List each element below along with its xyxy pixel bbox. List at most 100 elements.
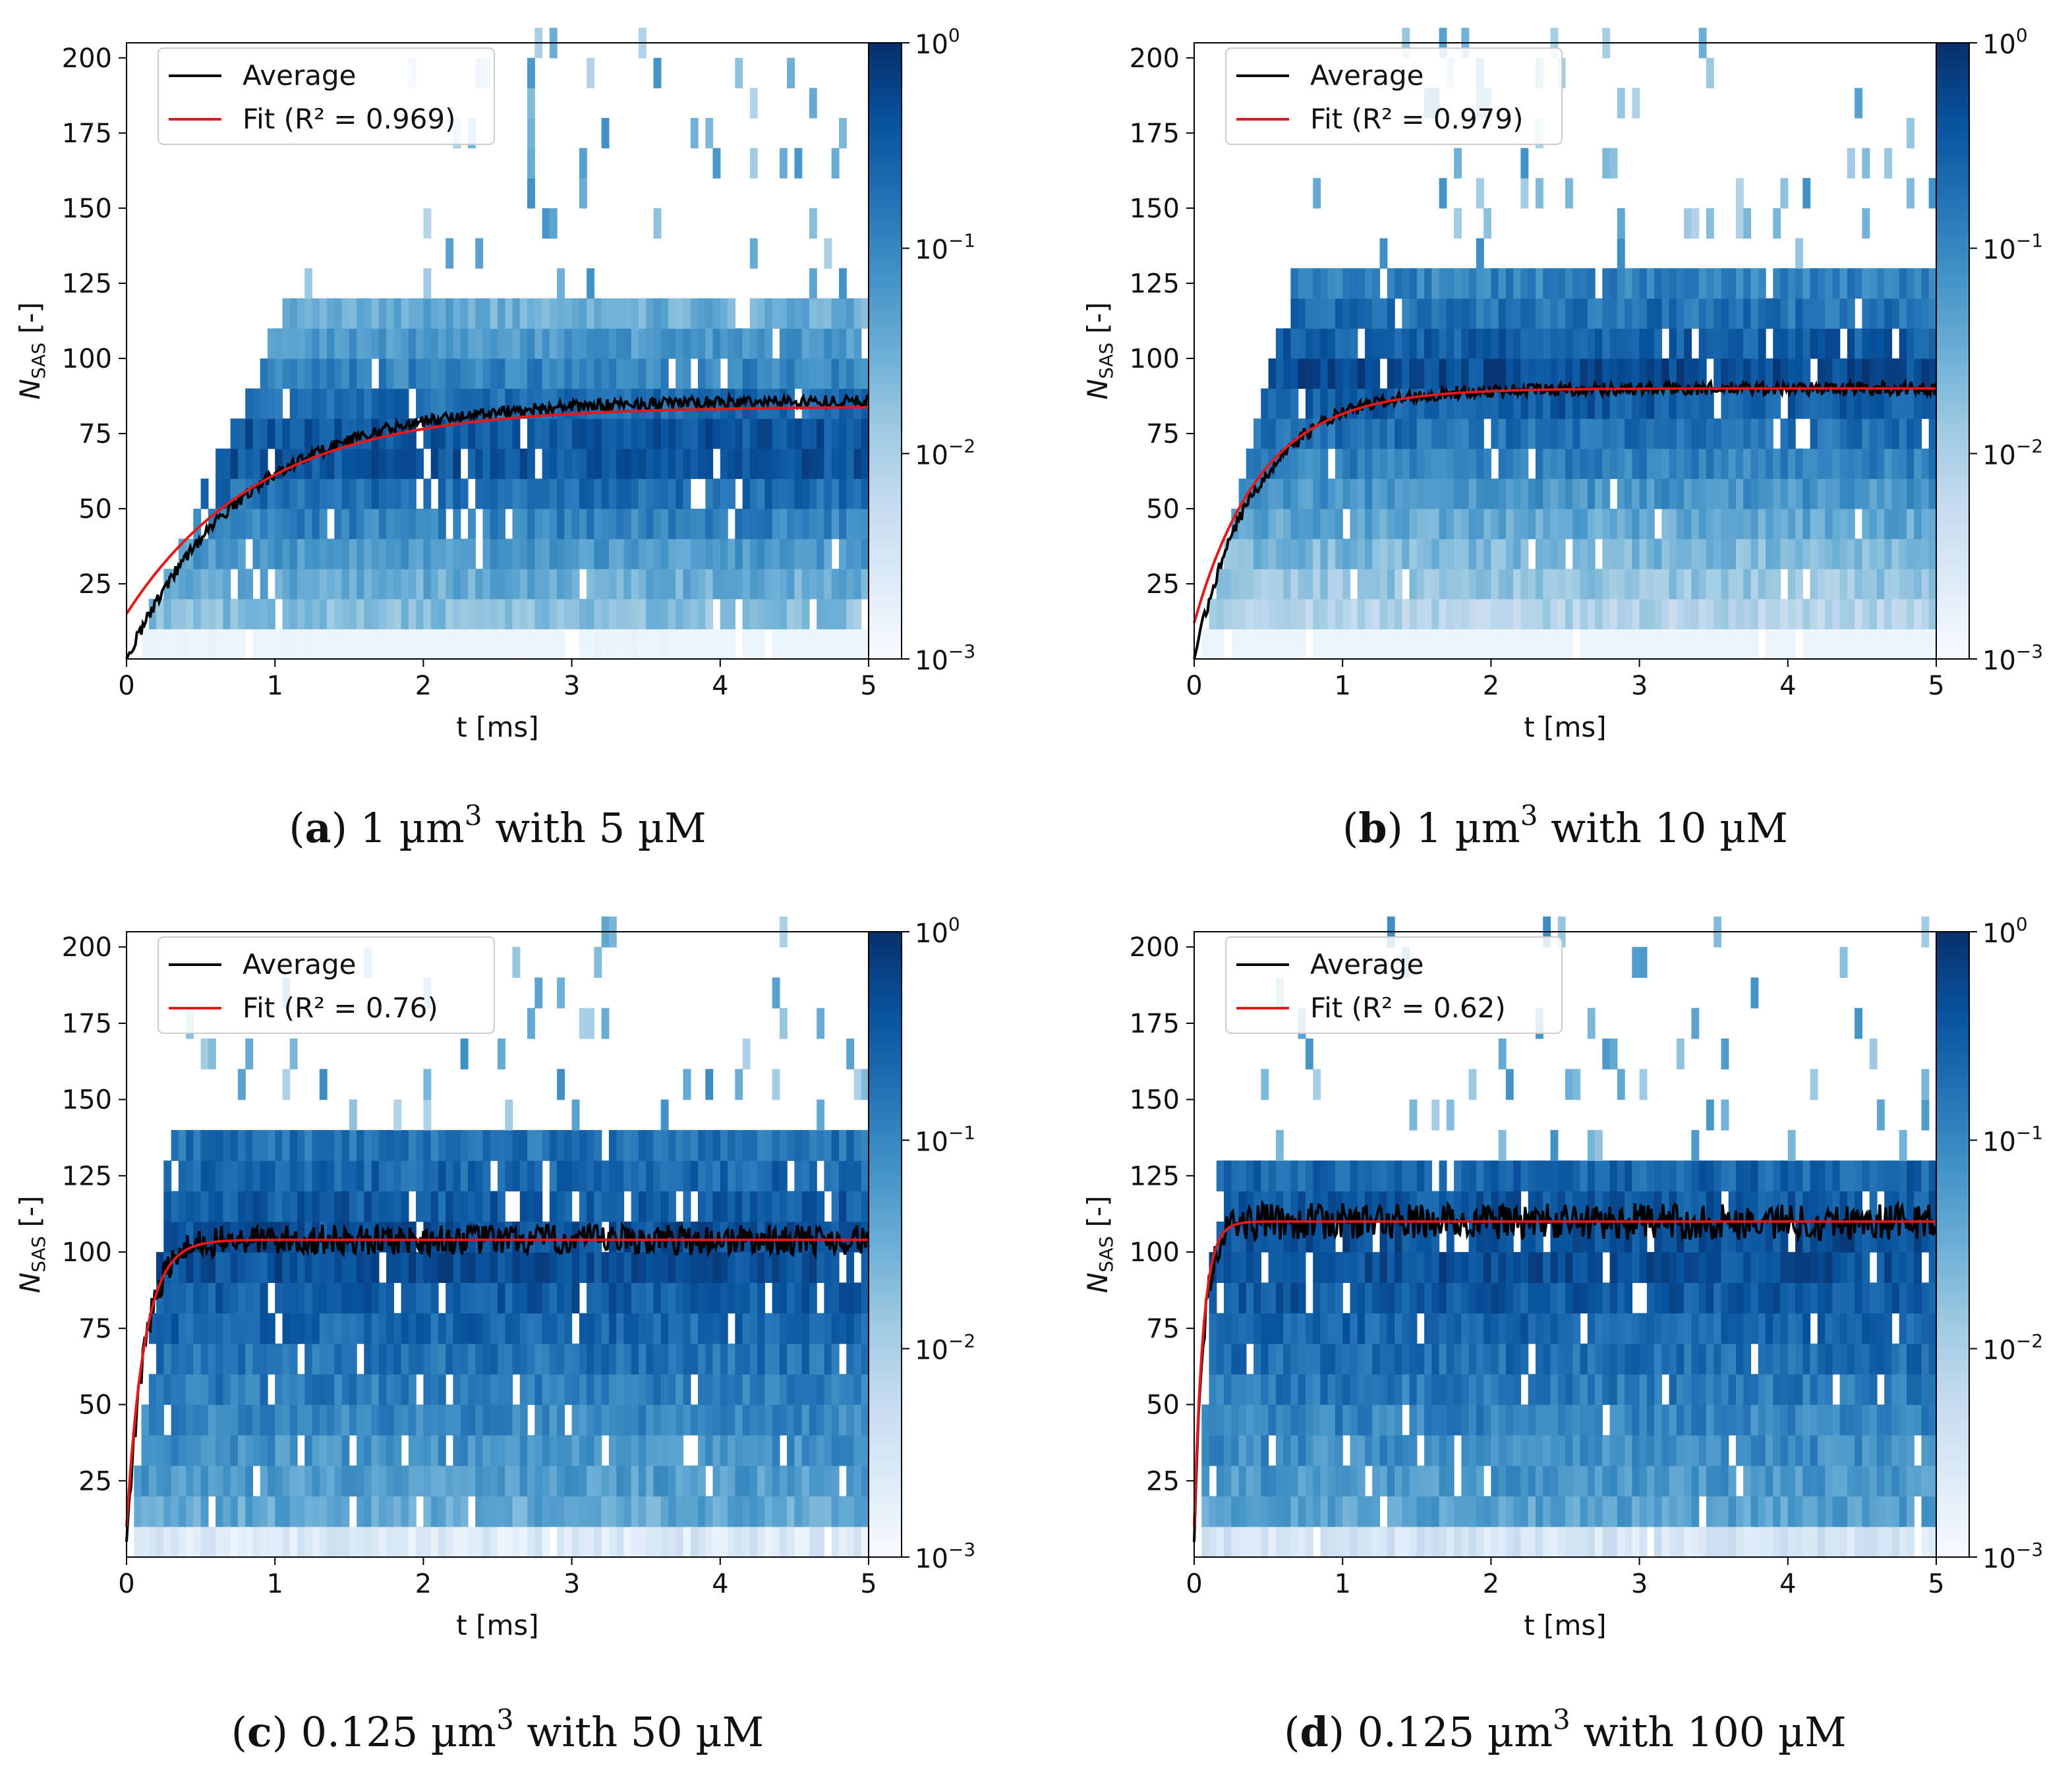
heatmap-cell <box>438 1404 446 1436</box>
heatmap-cell <box>1528 1282 1536 1314</box>
heatmap-cell <box>1617 1435 1625 1466</box>
heatmap-cell <box>683 1313 691 1344</box>
heatmap-cell <box>1327 1252 1336 1283</box>
heatmap-cell <box>482 388 491 419</box>
heatmap-cell <box>1313 1221 1321 1253</box>
heatmap-cell <box>1476 478 1484 509</box>
heatmap-cell <box>1891 358 1900 389</box>
heatmap-cell <box>587 1526 594 1558</box>
heatmap-cell <box>1498 1465 1507 1496</box>
heatmap-cell <box>1416 388 1425 419</box>
heatmap-cell <box>1305 388 1313 419</box>
heatmap-cell <box>1513 1496 1522 1527</box>
heatmap-cell <box>1869 509 1878 540</box>
heatmap-cell <box>1439 1160 1447 1192</box>
heatmap-cell <box>616 1526 625 1558</box>
heatmap-cell <box>1320 1313 1329 1344</box>
heatmap-cell <box>1246 1465 1254 1496</box>
heatmap-cell <box>386 1435 394 1466</box>
heatmap-cell <box>1372 1160 1381 1192</box>
heatmap-cell <box>1780 1465 1789 1496</box>
heatmap-cell <box>1468 569 1477 600</box>
heatmap-cell <box>853 1282 862 1314</box>
heatmap-cell <box>1409 478 1418 509</box>
heatmap-cell <box>587 1496 594 1527</box>
heatmap-cell <box>460 388 469 419</box>
heatmap-cell <box>134 1526 142 1558</box>
heatmap-cell <box>1780 1282 1789 1314</box>
colorbar-gradient <box>868 42 902 660</box>
heatmap-cell <box>1431 509 1440 540</box>
heatmap-cell <box>579 509 587 540</box>
heatmap-cell <box>1357 1191 1366 1222</box>
y-tick-label: 75 <box>78 1314 112 1344</box>
heatmap-cell <box>571 1404 580 1436</box>
heatmap-cell <box>1736 1496 1744 1527</box>
heatmap-cell <box>764 569 773 600</box>
heatmap-cell <box>1431 388 1440 419</box>
heatmap-cell <box>1387 1313 1395 1344</box>
heatmap-cell <box>1290 1191 1299 1222</box>
heatmap-cell <box>1216 1344 1224 1375</box>
heatmap-cell <box>660 328 669 359</box>
heatmap-cell <box>579 1435 587 1466</box>
heatmap-cell <box>1706 57 1714 88</box>
heatmap-cell <box>1283 1404 1291 1436</box>
heatmap-cell <box>1795 1344 1803 1375</box>
heatmap-cell <box>1431 1496 1440 1527</box>
heatmap-cell <box>1409 598 1418 629</box>
heatmap-cell <box>757 598 765 629</box>
heatmap-cell <box>446 1252 454 1283</box>
heatmap-cell <box>683 1069 691 1100</box>
heatmap-cell <box>571 1435 580 1466</box>
heatmap-cell <box>319 1374 328 1406</box>
heatmap-cell <box>720 1374 728 1406</box>
heatmap-cell <box>1855 388 1862 419</box>
heatmap-cell <box>1320 1282 1329 1314</box>
heatmap-cell <box>690 629 699 660</box>
heatmap-cell <box>1335 358 1343 389</box>
heatmap-cell <box>460 1129 469 1161</box>
heatmap-cell <box>1773 1252 1781 1283</box>
heatmap-cell <box>1928 478 1937 509</box>
heatmap-cell <box>1342 358 1351 389</box>
heatmap-cell <box>1283 538 1291 569</box>
heatmap-cell <box>1431 1282 1440 1314</box>
heatmap-cell <box>1505 1313 1514 1344</box>
heatmap-cell <box>1736 1191 1744 1222</box>
heatmap-cell <box>453 1435 461 1466</box>
heatmap-cell <box>1921 1313 1930 1344</box>
heatmap-cell <box>1454 478 1462 509</box>
heatmap-cell <box>1372 1252 1381 1283</box>
heatmap-cell <box>1409 1191 1418 1222</box>
heatmap-cell <box>1476 629 1484 660</box>
heatmap-cell <box>1224 1465 1232 1496</box>
heatmap-cell <box>1528 1374 1536 1406</box>
heatmap-cell <box>312 1404 320 1436</box>
heatmap-cell <box>1238 629 1247 660</box>
heatmap-cell <box>549 1404 558 1436</box>
heatmap-cell <box>1253 598 1261 629</box>
heatmap-cell <box>616 569 625 600</box>
heatmap-cell <box>824 1374 832 1406</box>
heatmap-cell <box>1513 1252 1522 1283</box>
heatmap-cell <box>646 1465 654 1496</box>
heatmap-cell <box>1387 1404 1395 1436</box>
heatmap-cell <box>252 1435 261 1466</box>
heatmap-cell <box>668 1282 676 1314</box>
heatmap-cell <box>1706 598 1714 629</box>
heatmap-cell <box>1713 478 1722 509</box>
heatmap-cell <box>519 328 528 359</box>
heatmap-cell <box>1372 1191 1381 1222</box>
heatmap-cell <box>178 1191 187 1222</box>
heatmap-cell <box>1639 1404 1648 1436</box>
heatmap-cell <box>1580 388 1588 419</box>
heatmap-cell <box>1557 1160 1566 1192</box>
heatmap-cell <box>1625 328 1632 359</box>
heatmap-cell <box>490 448 498 479</box>
heatmap-cell <box>319 1313 328 1344</box>
heatmap-cell <box>1424 569 1432 600</box>
y-label-sub: SAS <box>28 343 49 379</box>
heatmap-cell <box>408 418 417 449</box>
heatmap-cell <box>638 298 647 329</box>
